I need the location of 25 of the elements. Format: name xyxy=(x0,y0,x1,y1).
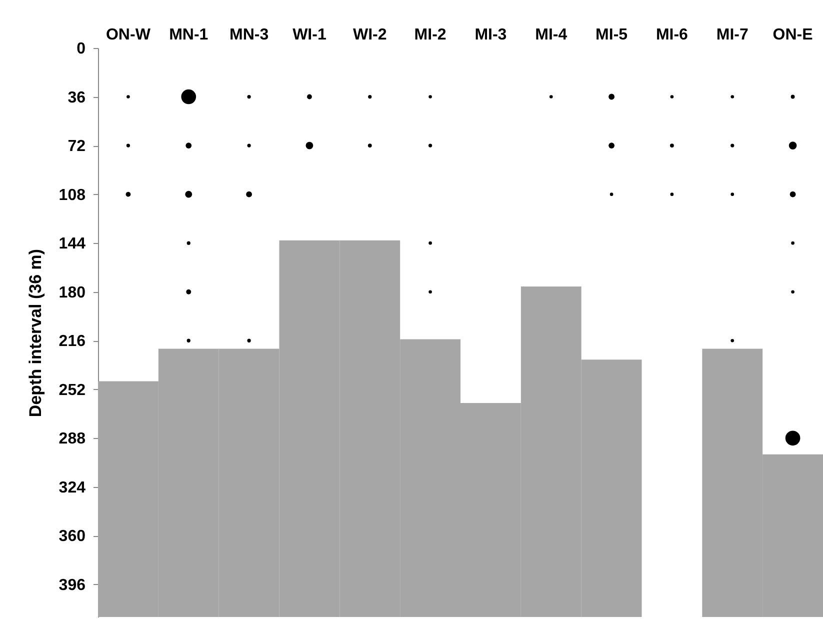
x-tick-label: MI-3 xyxy=(474,26,507,44)
y-tick-label: 0 xyxy=(76,40,86,58)
y-tick-label: 252 xyxy=(58,382,86,399)
y-tick-label: 324 xyxy=(58,479,86,496)
x-tick-label: ON-W xyxy=(106,26,152,44)
y-tick-label: 396 xyxy=(58,576,86,594)
y-tick-label: 180 xyxy=(58,284,86,302)
y-tick-label: 36 xyxy=(68,89,86,106)
x-tick-label: WI-2 xyxy=(352,26,387,44)
x-tick-label: MI-4 xyxy=(535,26,568,44)
y-tick-label: 360 xyxy=(58,528,86,546)
x-tick-label: ON-E xyxy=(772,26,814,44)
x-tick-label: MI-5 xyxy=(596,26,628,44)
y-axis-title: Depth interval (36 m) xyxy=(26,248,45,418)
y-tick-label: 216 xyxy=(58,333,86,350)
x-tick-label: MN-3 xyxy=(229,26,269,44)
x-tick-label: MI-2 xyxy=(414,26,446,44)
x-tick-label: MI-7 xyxy=(716,26,748,44)
y-tick-label: 72 xyxy=(68,138,86,156)
x-tick-label: MI-6 xyxy=(656,26,688,44)
y-tick-label: 108 xyxy=(58,186,86,204)
y-tick-label: 288 xyxy=(58,430,86,448)
x-tick-label: WI-1 xyxy=(292,26,326,44)
x-tick-label: MN-1 xyxy=(169,26,208,44)
y-tick-label: 144 xyxy=(58,236,86,253)
